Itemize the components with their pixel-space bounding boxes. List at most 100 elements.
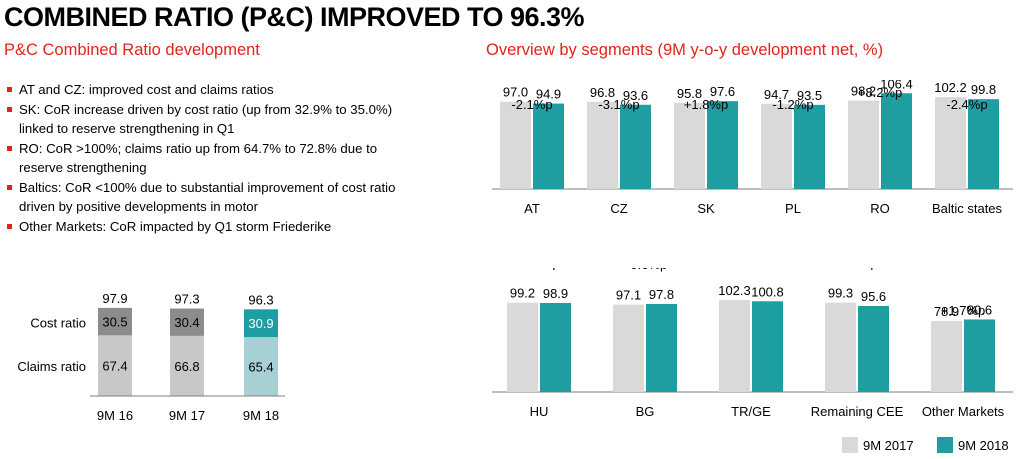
value-label-2017: 102.2 [934,80,967,95]
bar-9m-2017 [674,102,705,189]
value-label-2018: 95.6 [861,289,886,304]
category-label: HU [530,404,549,419]
delta-label: -0.3%p [518,268,559,271]
bar-9m-2017 [613,304,644,392]
claims-value-label: 67.4 [102,359,127,374]
value-label-2017: 99.2 [510,286,535,301]
claims-value-label: 65.4 [248,360,273,375]
bar-9m-2018 [707,101,738,189]
legend-swatch-2018 [937,437,953,453]
bar-9m-2018 [540,302,571,392]
delta-label: -3.7%p [836,268,877,271]
category-label: CZ [610,201,627,216]
legend-label: 9M 2017 [863,437,914,453]
category-label: AT [524,201,540,216]
category-label: Baltic states [932,201,1003,216]
cost-ratio-bar [170,308,204,336]
legend-swatch-2017 [842,437,858,453]
cost-value-label: 30.9 [248,316,273,331]
delta-label: +1.7%p [941,303,985,318]
category-label: 9M 18 [243,408,279,423]
row-label: Claims ratio [17,359,86,374]
bar-9m-2017 [935,97,966,189]
bar-9m-2017 [719,299,750,392]
value-label-2017: 99.3 [828,286,853,301]
bullet-item: Baltics: CoR <100% due to substantial im… [6,178,416,217]
value-label-2018: 100.8 [751,284,784,299]
row-label: Cost ratio [30,315,86,330]
total-value-label: 97.9 [102,291,127,306]
delta-label: -3.1%p [598,97,639,112]
bar-9m-2018 [533,103,564,189]
bullet-item: AT and CZ: improved cost and claims rati… [6,80,416,100]
value-label-2018: 80.6 [967,302,992,317]
bullet-list: AT and CZ: improved cost and claims rati… [6,80,416,236]
cost-ratio-bar [98,307,132,336]
value-label-2017: 94.7 [764,87,789,102]
category-label: SK [697,201,715,216]
total-value-label: 96.3 [248,292,273,307]
bar-9m-2017 [848,100,879,189]
value-label-2018: 99.8 [971,82,996,97]
value-label-2017: 96.8 [590,85,615,100]
bar-9m-2017 [825,302,856,392]
value-label-2017: 78.9 [934,304,959,319]
value-label-2017: 97.0 [503,85,528,100]
bar-9m-2018 [794,104,825,189]
combined-ratio-stacked-chart: Cost ratio Claims ratio 67.4 30.5 97.9 9M 16 6… [17,291,285,423]
bullet-item: RO: CoR >100%; claims ratio up from 64.7… [6,139,416,178]
claims-ratio-bar [98,335,132,396]
category-label: Remaining CEE [811,404,904,419]
bar-9m-2017 [587,101,618,189]
page-title: COMBINED RATIO (P&C) IMPROVED TO 96.3% [4,2,585,32]
bar-9m-2018 [752,301,783,392]
bar-9m-2017 [761,103,792,189]
left-subtitle: P&C Combined Ratio development [4,41,260,59]
legend-label: 9M 2018 [958,437,1009,453]
cost-value-label: 30.5 [102,315,127,330]
total-value-label: 97.3 [174,292,199,307]
delta-label: -2.4%p [946,97,987,112]
delta-label: -1.2%p [772,97,813,112]
category-label: PL [785,201,801,216]
value-label-2018: 93.6 [623,88,648,103]
delta-label: +8.2%p [858,85,902,100]
bar-9m-2018 [858,305,889,392]
value-label-2018: 106.4 [880,80,913,91]
cost-ratio-bar [244,309,278,338]
bar-9m-2017 [500,101,531,189]
claims-ratio-bar [244,337,278,396]
bullet-item: Other Markets: CoR impacted by Q1 storm … [6,217,416,237]
bar-9m-2018 [968,99,999,189]
bar-9m-2017 [507,302,538,392]
category-label: BG [636,404,655,419]
delta-label: -2.1%p [511,97,552,112]
legend-2017: 9M 2017 [842,437,914,453]
segments-chart-bottom: 99.2 98.9 -0.3%p HU 97.1 97.8 +0.6%p BG 102.3100… [492,268,1013,419]
category-label: TR/GE [731,404,771,419]
segments-chart-top: 97.0 94.9-2.1%p AT 96.8 93.6-3.1%p CZ 95.8 97.6… [492,80,1013,216]
delta-label: +1.8%p [684,97,728,112]
bar-9m-2018 [646,303,677,392]
bar-9m-2018 [964,319,995,392]
value-label-2017: 102.3 [718,283,751,298]
category-label: RO [870,201,890,216]
cost-value-label: 30.4 [174,315,199,330]
delta-label: +0.6%p [623,268,667,272]
value-label-2018: 97.6 [710,84,735,99]
legend-2018: 9M 2018 [937,437,1009,453]
value-label-2017: 98.2 [851,84,876,99]
value-label-2017: 97.1 [616,288,641,303]
right-subtitle: Overview by segments (9M y-o-y developme… [486,41,884,59]
claims-ratio-bar [170,335,204,396]
category-label: 9M 16 [97,408,133,423]
bar-9m-2018 [620,104,651,189]
value-label-2017: 95.8 [677,86,702,101]
claims-value-label: 66.8 [174,359,199,374]
category-label: 9M 17 [169,408,205,423]
bar-9m-2017 [931,320,962,392]
bullet-item: SK: CoR increase driven by cost ratio (u… [6,100,416,139]
value-label-2018: 98.9 [543,286,568,301]
value-label-2018: 94.9 [536,87,561,102]
value-label-2018: 93.5 [797,88,822,103]
